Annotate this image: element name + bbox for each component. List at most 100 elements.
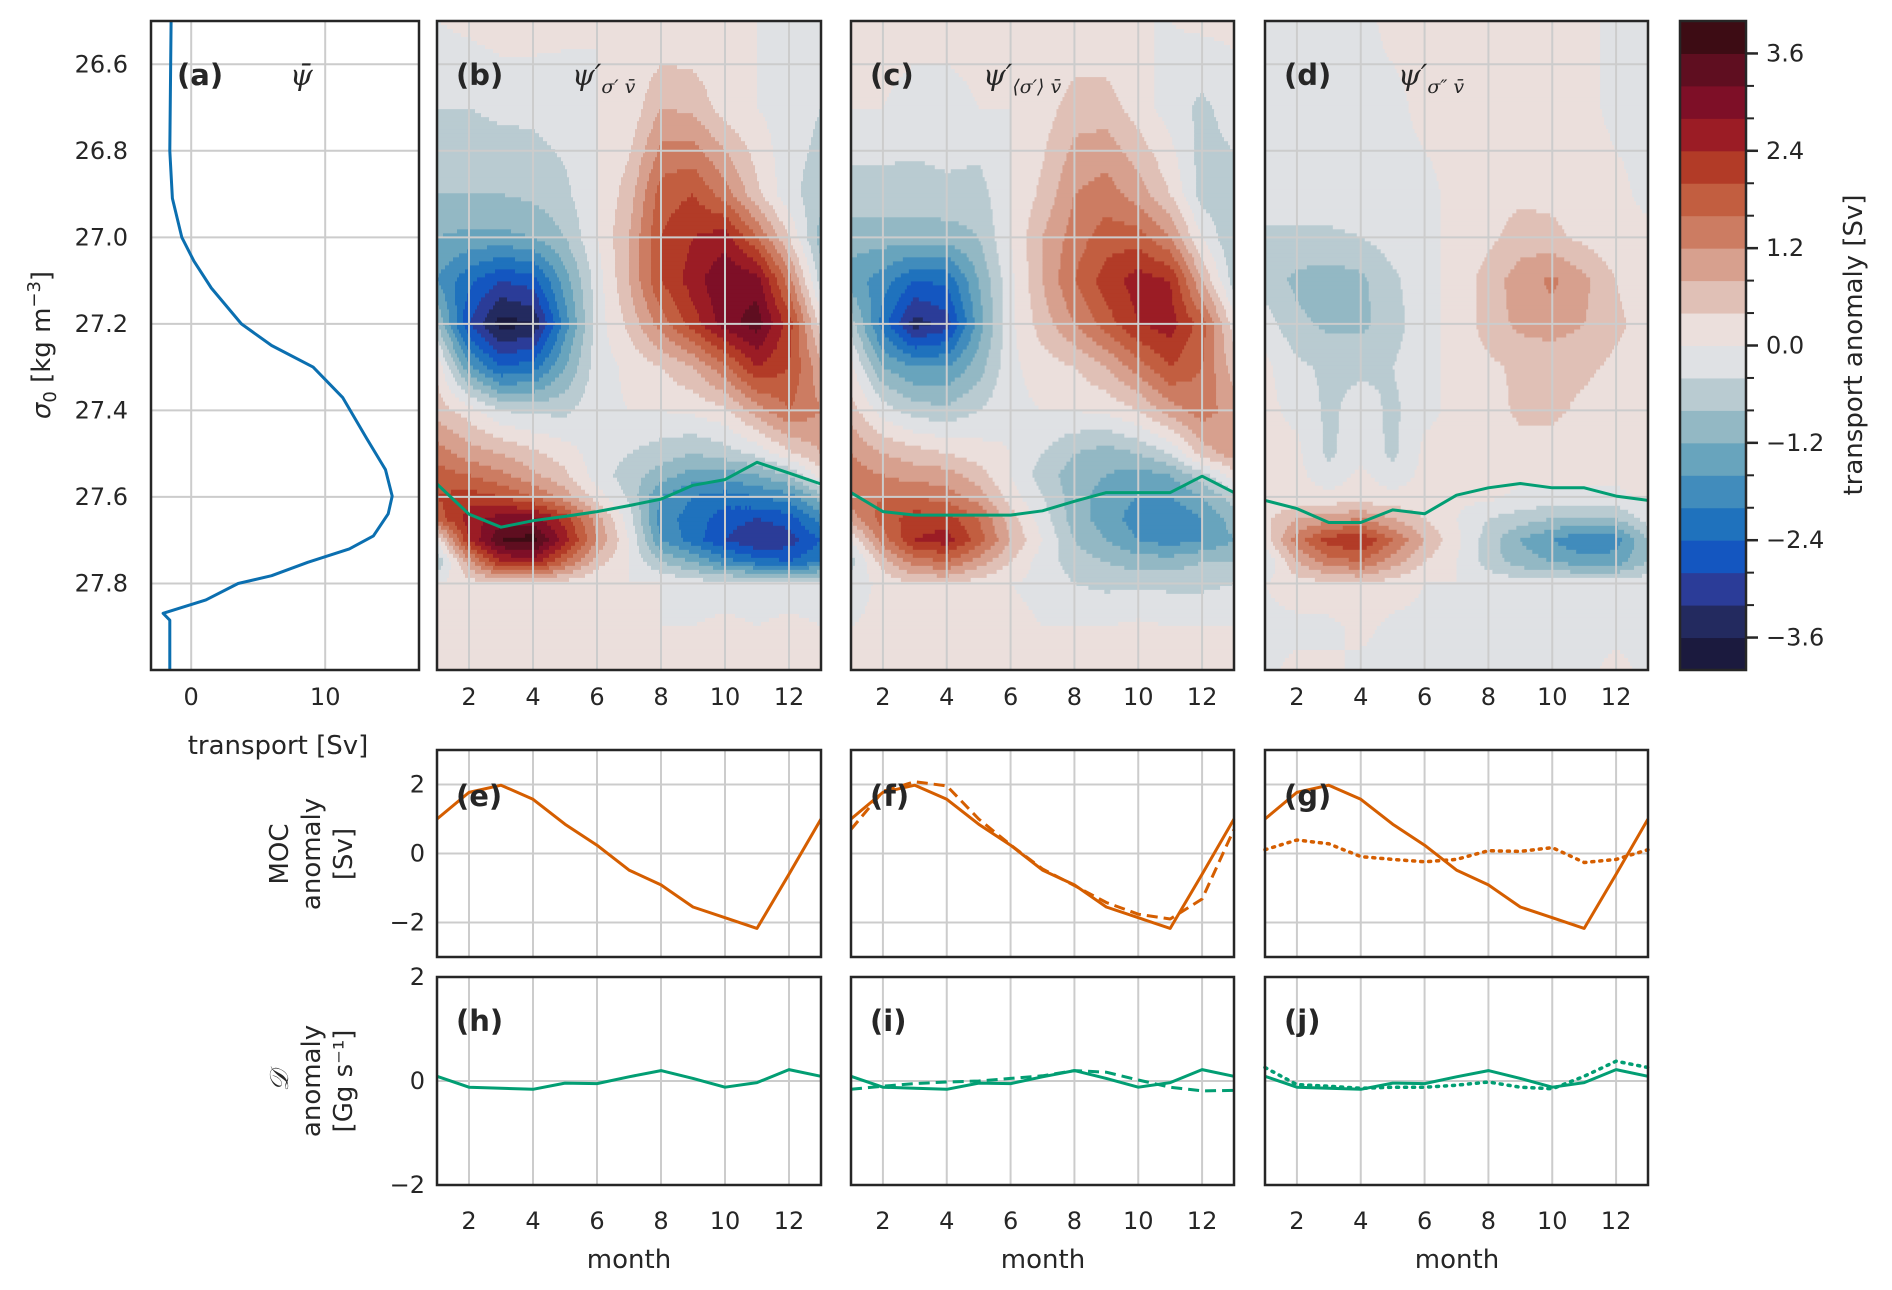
contour-cell [1230, 501, 1235, 507]
contour-cell [647, 541, 656, 547]
contour-cell [1132, 161, 1159, 166]
contour-cell [797, 385, 816, 391]
contour-cell [593, 317, 606, 323]
contour-cell [783, 201, 804, 206]
contour-cell [805, 161, 822, 166]
contour-cell [1422, 437, 1649, 443]
contour-cell [467, 369, 480, 375]
contour-cell [988, 273, 1002, 278]
contour-cell [1506, 301, 1589, 307]
contour-cell [1130, 385, 1153, 391]
contour-cell [495, 561, 548, 567]
contour-cell [1498, 237, 1573, 242]
contour-cell [621, 305, 636, 311]
contour-cell [705, 397, 734, 403]
contour-cell [709, 97, 758, 102]
contour-cell [817, 241, 822, 246]
contour-cell [443, 557, 450, 563]
contour-cell [1130, 297, 1173, 303]
contour-cell [1082, 349, 1109, 355]
contour-cell [801, 305, 808, 311]
contour-cell [851, 393, 866, 399]
contour-cell [437, 373, 446, 379]
contour-cell [807, 417, 822, 423]
contour-cell [1104, 297, 1131, 303]
contour-cell [1188, 225, 1199, 230]
contour-cell [811, 249, 820, 254]
contour-cell [795, 477, 810, 483]
contour-cell [1070, 145, 1121, 150]
contour-cell [583, 305, 594, 311]
contour-cell [1598, 253, 1649, 258]
contour-cell [749, 241, 762, 246]
contour-cell [1216, 389, 1235, 395]
contour-cell [437, 341, 440, 347]
contour-cell [1192, 113, 1215, 118]
contour-cell [627, 497, 640, 503]
contour-cell [1190, 333, 1207, 339]
contour-cell [721, 325, 750, 331]
contour-cell [605, 317, 624, 323]
contour-cell [591, 345, 612, 351]
contour-cell [1122, 325, 1151, 331]
contour-cell [868, 249, 962, 254]
contour-cell [1440, 285, 1478, 291]
contour-cell [461, 361, 470, 367]
contour-cell [1265, 29, 1380, 34]
contour-cell [851, 461, 862, 467]
contour-cell [565, 541, 576, 547]
contour-cell [980, 521, 994, 527]
contour-cell [505, 193, 572, 198]
contour-cell [1568, 533, 1617, 539]
contour-cell [793, 281, 800, 287]
contour-cell [964, 541, 982, 547]
contour-cell [673, 553, 700, 559]
contour-cell [553, 313, 560, 319]
contour-cell [1226, 361, 1235, 367]
contour-cell [745, 309, 760, 315]
contour-cell [743, 233, 756, 238]
contour-cell [633, 521, 642, 527]
contour-cell [1265, 229, 1346, 234]
contour-cell [1576, 265, 1609, 270]
contour-cell [1018, 349, 1050, 355]
contour-cell [1082, 253, 1113, 258]
contour-cell [858, 305, 872, 311]
contour-cell [1078, 189, 1121, 194]
contour-cell [1506, 305, 1589, 311]
contour-cell [1476, 281, 1505, 287]
contour-cell [1034, 553, 1060, 559]
contour-cell [597, 193, 620, 198]
contour-cell [1265, 405, 1282, 411]
contour-cell [1072, 317, 1095, 323]
contour-cell [533, 305, 542, 311]
contour-cell [992, 557, 1014, 563]
contour-cell [1038, 485, 1064, 491]
contour-cell [767, 305, 778, 311]
contour-cell [952, 301, 964, 307]
contour-cell [467, 381, 484, 387]
contour-cell [561, 545, 572, 551]
contour-cell [461, 345, 468, 351]
contour-cell [477, 489, 520, 495]
contour-cell [651, 277, 662, 283]
contour-cell [591, 365, 620, 371]
contour-cell [858, 433, 884, 439]
contour-cell [1384, 49, 1601, 54]
contour-cell [1160, 353, 1181, 359]
contour-cell [1265, 165, 1434, 170]
contour-cell [1382, 417, 1402, 423]
contour-cell [689, 245, 740, 250]
contour-cell [555, 221, 580, 226]
contour-cell [747, 505, 750, 511]
contour-cell [757, 441, 780, 447]
contour-cell [639, 545, 650, 551]
contour-cell [1414, 129, 1609, 134]
contour-cell [809, 349, 818, 355]
contour-cell [1482, 529, 1509, 535]
contour-cell [1222, 301, 1231, 307]
contour-cell [559, 277, 570, 283]
contour-cell [1610, 137, 1649, 142]
contour-cell [1052, 317, 1074, 323]
contour-cell [1146, 441, 1173, 447]
